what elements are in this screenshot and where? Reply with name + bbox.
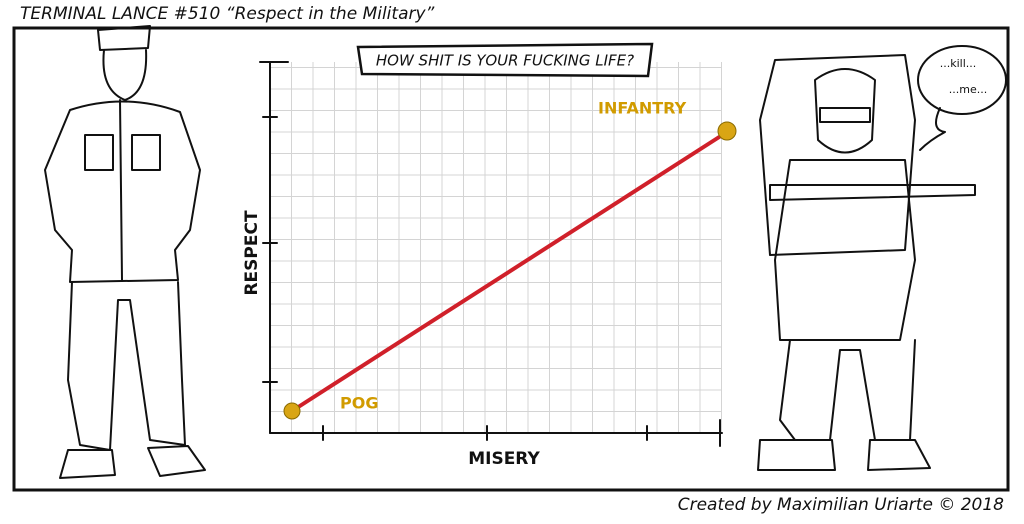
- x-axis-label: MISERY: [468, 449, 540, 469]
- chart-title: HOW SHIT IS YOUR FUCKING LIFE?: [376, 52, 634, 70]
- speech-text: ...me...: [949, 83, 987, 96]
- point: [283, 402, 301, 420]
- comic-title: TERMINAL LANCE #510 “Respect in the Mili…: [20, 4, 435, 24]
- chart-title-box: [356, 42, 654, 78]
- speech-text: ...kill...: [940, 57, 977, 70]
- point-label: INFANTRY: [598, 99, 687, 118]
- panel-border: [12, 26, 1010, 492]
- speech-bubble: [917, 45, 1007, 115]
- point: [717, 121, 737, 141]
- bubble-tail: [919, 107, 946, 151]
- point-label: POG: [340, 394, 378, 413]
- right-soldier: [757, 54, 976, 471]
- trend-line: [290, 130, 729, 413]
- y-axis-label: RESPECT: [242, 210, 262, 295]
- left-soldier: [44, 25, 206, 479]
- axes: [259, 61, 723, 447]
- credit: Created by Maximilian Uriarte © 2018: [678, 495, 1004, 515]
